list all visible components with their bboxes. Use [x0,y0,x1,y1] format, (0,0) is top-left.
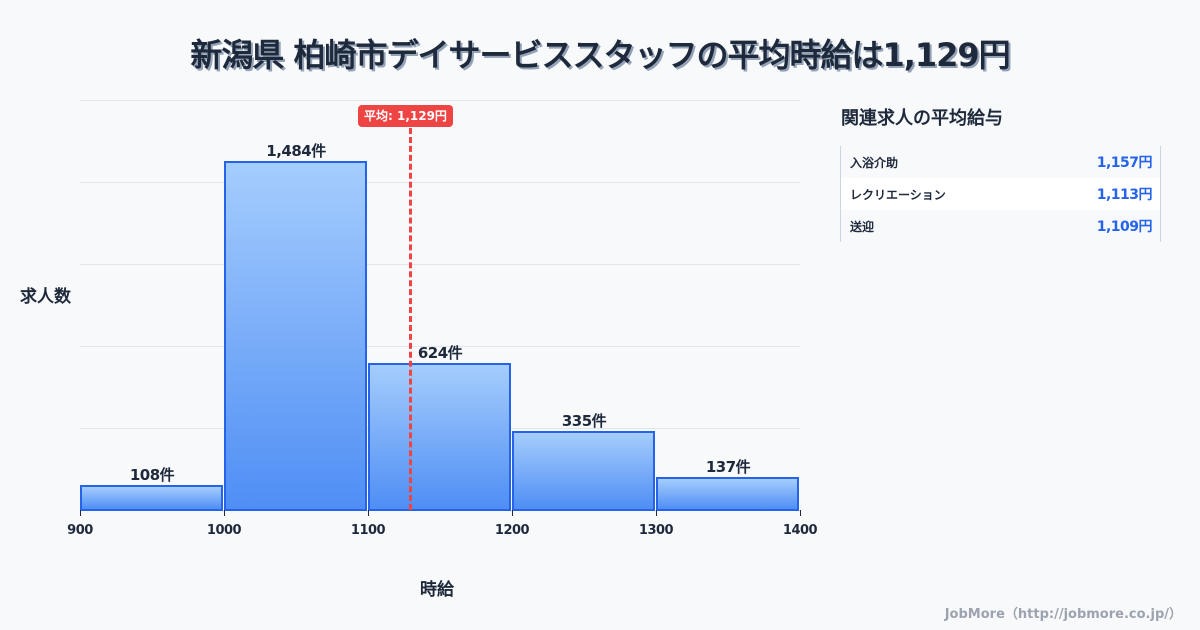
x-tick [656,510,657,516]
x-tick-label: 1200 [494,523,530,538]
mean-line [409,128,412,510]
related-salary-title: 関連求人の平均給与 [841,108,1003,129]
gridline [80,100,800,101]
y-axis-label: 求人数 [20,287,71,307]
related-salary-row: 送迎 1,109円 [841,210,1160,242]
bar-1200-1300 [512,431,655,511]
x-tick-label: 1000 [206,523,242,538]
mean-badge: 平均: 1,129円 [358,105,453,127]
bar-1000-1100 [224,161,367,511]
bar-label: 624件 [417,344,463,362]
job-salary: 1,157円 [1096,155,1153,171]
x-tick [368,510,369,516]
footer-credit: JobMore（http://jobmore.co.jp/） [944,607,1182,622]
related-salary-row: 入浴介助 1,157円 [841,146,1160,178]
bar-900-1000 [80,485,223,511]
related-salary-row: レクリエーション 1,113円 [841,178,1160,210]
job-name: 入浴介助 [850,155,899,170]
job-salary: 1,113円 [1096,187,1153,203]
bar-1100-1200 [368,363,511,511]
related-salary-table: 入浴介助 1,157円 レクリエーション 1,113円 送迎 1,109円 [840,146,1161,242]
job-name: 送迎 [850,219,875,234]
gridline [80,182,800,183]
bar-label: 1,484件 [266,142,326,160]
x-tick-label: 1400 [782,523,818,538]
x-tick [800,510,801,516]
bar-label: 137件 [705,458,751,476]
gridline [80,264,800,265]
x-tick [80,510,81,516]
x-axis-label: 時給 [420,580,454,600]
x-tick [512,510,513,516]
job-salary: 1,109円 [1096,219,1153,235]
gridline [80,346,800,347]
job-name: レクリエーション [850,187,946,202]
bar-label: 335件 [561,412,607,430]
page-title: 新潟県 柏崎市デイサービススタッフの平均時給は1,129円 [190,36,1010,74]
x-tick-label: 1300 [638,523,674,538]
x-tick-label: 1100 [350,523,386,538]
x-tick-label: 900 [67,523,93,538]
x-tick [224,510,225,516]
bar-label: 108件 [129,466,175,484]
bar-1300-1400 [656,477,799,511]
